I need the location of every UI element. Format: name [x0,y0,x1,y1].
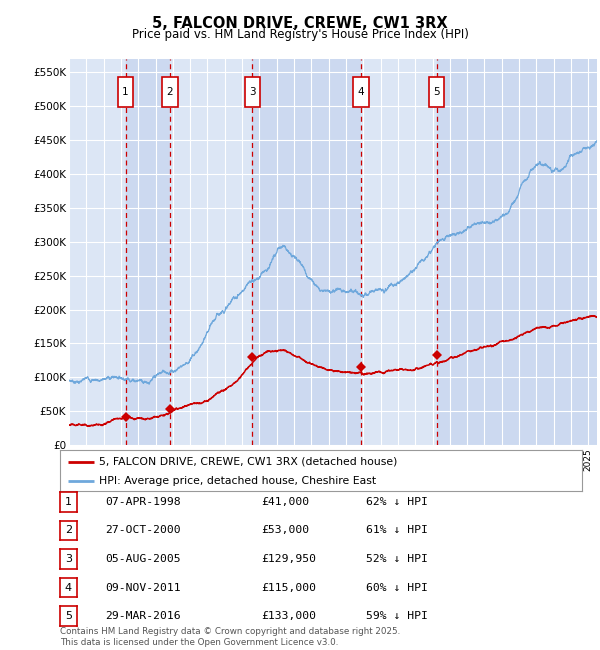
Text: 59% ↓ HPI: 59% ↓ HPI [366,611,428,621]
Text: 3: 3 [249,88,256,97]
FancyBboxPatch shape [429,77,445,107]
FancyBboxPatch shape [118,77,133,107]
Text: 09-NOV-2011: 09-NOV-2011 [105,582,181,593]
Text: 5: 5 [65,611,72,621]
Text: 05-AUG-2005: 05-AUG-2005 [105,554,181,564]
Text: £41,000: £41,000 [261,497,309,507]
Text: Price paid vs. HM Land Registry's House Price Index (HPI): Price paid vs. HM Land Registry's House … [131,28,469,41]
Text: Contains HM Land Registry data © Crown copyright and database right 2025.
This d: Contains HM Land Registry data © Crown c… [60,627,400,647]
Text: 3: 3 [65,554,72,564]
Text: 07-APR-1998: 07-APR-1998 [105,497,181,507]
Text: 5, FALCON DRIVE, CREWE, CW1 3RX (detached house): 5, FALCON DRIVE, CREWE, CW1 3RX (detache… [99,457,398,467]
Bar [437,58,597,445]
Text: £115,000: £115,000 [261,582,316,593]
Text: £53,000: £53,000 [261,525,309,536]
Text: 27-OCT-2000: 27-OCT-2000 [105,525,181,536]
Text: £133,000: £133,000 [261,611,316,621]
Text: 1: 1 [65,497,72,507]
Text: HPI: Average price, detached house, Cheshire East: HPI: Average price, detached house, Ches… [99,476,376,486]
Text: 4: 4 [65,582,72,593]
Text: 29-MAR-2016: 29-MAR-2016 [105,611,181,621]
Text: 61% ↓ HPI: 61% ↓ HPI [366,525,428,536]
Bar [170,58,253,445]
Text: 60% ↓ HPI: 60% ↓ HPI [366,582,428,593]
Bar [125,58,170,445]
Text: 62% ↓ HPI: 62% ↓ HPI [366,497,428,507]
Bar [361,58,437,445]
Text: 2: 2 [166,88,173,97]
Text: £129,950: £129,950 [261,554,316,564]
Text: 5, FALCON DRIVE, CREWE, CW1 3RX: 5, FALCON DRIVE, CREWE, CW1 3RX [152,16,448,31]
FancyBboxPatch shape [245,77,260,107]
Bar [69,58,125,445]
Text: 1: 1 [122,88,129,97]
Text: 4: 4 [358,88,364,97]
Text: 5: 5 [433,88,440,97]
FancyBboxPatch shape [162,77,178,107]
FancyBboxPatch shape [353,77,368,107]
Text: 2: 2 [65,525,72,536]
Text: 52% ↓ HPI: 52% ↓ HPI [366,554,428,564]
Bar [253,58,361,445]
